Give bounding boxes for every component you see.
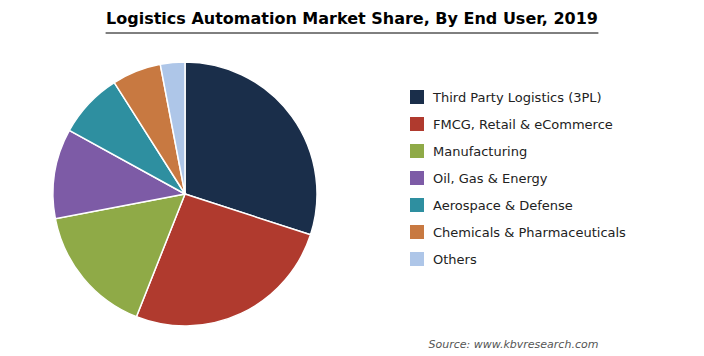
title-underline bbox=[106, 33, 599, 34]
legend: Third Party Logistics (3PL) FMCG, Retail … bbox=[410, 90, 626, 267]
legend-swatch bbox=[410, 252, 424, 266]
source: Source: www.kbvresearch.com bbox=[428, 338, 598, 351]
chart: Logistics Automation Market Share, By En… bbox=[0, 0, 704, 356]
pie bbox=[53, 62, 317, 326]
legend-swatch bbox=[410, 90, 424, 104]
legend-swatch bbox=[410, 117, 424, 131]
legend-label: Third Party Logistics (3PL) bbox=[432, 90, 602, 105]
legend-label: Others bbox=[433, 252, 477, 267]
legend-label: Aerospace & Defense bbox=[433, 198, 573, 213]
legend-swatch bbox=[410, 144, 424, 158]
legend-swatch bbox=[410, 225, 424, 239]
legend-label: Manufacturing bbox=[433, 144, 527, 159]
legend-label: Chemicals & Pharmaceuticals bbox=[433, 225, 626, 240]
chart-container: Logistics Automation Market Share, By En… bbox=[0, 0, 704, 356]
legend-label: Oil, Gas & Energy bbox=[433, 171, 548, 186]
legend-swatch bbox=[410, 198, 424, 212]
title: Logistics Automation Market Share, By En… bbox=[106, 9, 598, 28]
pie-slice bbox=[160, 62, 185, 194]
legend-label: FMCG, Retail & eCommerce bbox=[433, 117, 613, 132]
legend-swatch bbox=[410, 171, 424, 185]
